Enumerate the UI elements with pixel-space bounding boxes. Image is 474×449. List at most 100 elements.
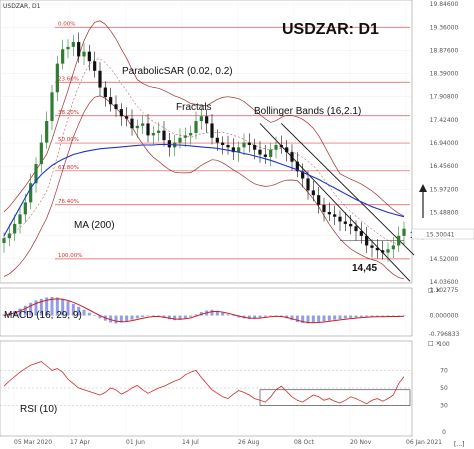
macd-signal-line: [3, 298, 405, 324]
candle-body: [306, 178, 310, 191]
candle-body: [359, 231, 363, 236]
macd-histogram-bar: [130, 315, 134, 320]
ma200-line: [3, 143, 405, 237]
candle-body: [317, 195, 321, 205]
candle-body: [82, 51, 86, 57]
x-tick-label: 17 Apr: [70, 439, 90, 446]
x-tick-label: 08 Oct: [294, 439, 315, 446]
macd-histogram-bar: [45, 297, 49, 316]
macd-histogram-bar: [189, 315, 193, 317]
macd-histogram-bar: [306, 315, 310, 324]
price-tick-label: 17.42400: [430, 117, 459, 124]
macd-histogram-bar: [125, 315, 129, 322]
x-tick-label: 14 Jul: [182, 439, 199, 446]
candle-body: [87, 51, 91, 62]
price-tick-label: 18.87600: [430, 47, 459, 54]
macd-histogram-bar: [77, 306, 81, 316]
fibonacci-label: 0.00%: [58, 21, 75, 27]
candle-body: [66, 46, 70, 50]
candle-body: [343, 221, 347, 224]
candle-body: [114, 104, 118, 110]
x-tick-label: 26 Aug: [238, 439, 259, 446]
macd-histogram-bar: [343, 315, 347, 319]
macd-histogram-bar: [61, 298, 65, 316]
macd-histogram-bar: [295, 315, 299, 323]
candle-body: [183, 135, 187, 138]
candle-body: [151, 132, 155, 136]
candle-body: [279, 144, 283, 148]
price-tick-label: 14.52000: [430, 256, 459, 263]
candle-body: [23, 202, 27, 215]
candle-body: [397, 235, 401, 246]
fibonacci-label: 61.80%: [58, 165, 79, 171]
x-axis-layer: 05 Mar 2020 17 Apr 01 Jun 14 Jul 26 Aug 08 Oc…: [14, 439, 442, 446]
rsi-tick-label: 0: [442, 429, 446, 436]
candle-body: [349, 223, 353, 227]
candle-body: [167, 140, 171, 148]
candle-body: [162, 130, 166, 141]
macd-histogram-bar: [221, 312, 225, 316]
candle-body: [98, 70, 102, 88]
candle-body: [119, 109, 123, 117]
macd-histogram-bar: [151, 315, 155, 317]
price-tick-label: 19.36000: [430, 24, 459, 31]
parabolic-sar-label: ParabolicSAR (0.02, 0.2): [122, 66, 233, 77]
macd-histogram-bar: [210, 309, 214, 316]
candle-body: [50, 92, 54, 122]
macd-histogram-bar: [98, 315, 102, 319]
candle-body: [2, 238, 6, 244]
candle-body: [365, 235, 369, 246]
candle-body: [39, 142, 43, 165]
candle-body: [231, 147, 235, 153]
rsi-tick-label: 100: [438, 341, 450, 348]
chart-title: USDZAR: D1: [282, 21, 379, 38]
macd-histogram-bar: [370, 315, 374, 317]
fibonacci-label: 23.60%: [58, 76, 79, 82]
macd-histogram-bar: [199, 312, 203, 316]
macd-histogram-bar: [263, 315, 267, 317]
macd-histogram-bar: [349, 315, 353, 318]
rsi-tick-label: 30: [440, 403, 448, 410]
macd-label: MACD (16, 29, 9): [4, 310, 82, 321]
macd-histogram-bar: [375, 315, 379, 317]
candle-body: [301, 171, 305, 179]
candle-body: [205, 116, 209, 124]
candle-body: [141, 123, 145, 126]
price-tick-label: 14.03600: [430, 279, 459, 286]
current-price-value: 15.30041: [426, 232, 455, 239]
candle-body: [29, 183, 33, 203]
macd-histogram-bar: [365, 315, 369, 317]
macd-histogram-bar: [55, 297, 59, 316]
macd-tick-label: -0.796833: [429, 331, 460, 338]
candle-body: [311, 190, 315, 196]
macd-histogram-bar: [317, 315, 321, 323]
price-tick-label: 17.90800: [430, 94, 459, 101]
macd-histogram-bar: [178, 315, 182, 320]
macd-histogram-bar: [66, 301, 70, 316]
scroll-more-icon[interactable]: [...]: [454, 441, 464, 448]
fibonacci-label: 50.00%: [58, 137, 79, 143]
ma-layer: [3, 143, 405, 237]
macd-histogram-bar: [322, 315, 326, 322]
candle-body: [125, 116, 129, 119]
rsi-close-icon[interactable]: □ ×: [428, 340, 441, 347]
candle-body: [130, 118, 134, 129]
level-low-label: 14,45: [352, 263, 377, 274]
candle-body: [370, 245, 374, 248]
candle-body: [247, 142, 251, 145]
candle-body: [295, 161, 299, 172]
fibonacci-label: 76.40%: [58, 199, 79, 205]
macd-close-icon[interactable]: □ ×: [428, 287, 441, 294]
price-tick-label: 16.45600: [430, 163, 459, 170]
candle-body: [18, 214, 22, 224]
macd-histogram-bar: [135, 315, 139, 319]
macd-histogram-bar: [23, 305, 27, 316]
candle-body: [386, 249, 390, 253]
macd-histogram-bar: [359, 315, 363, 317]
ma-label: MA (200): [74, 220, 115, 231]
candle-body: [55, 63, 59, 93]
fibonacci-layer: 0.00% 23.60% 38.20% 50.00% 61.80% 76.40% 100.0…: [55, 21, 410, 260]
macd-histogram-bar: [215, 310, 219, 316]
bollinger-upper-band: [3, 20, 405, 217]
macd-histogram-bar: [247, 315, 251, 320]
